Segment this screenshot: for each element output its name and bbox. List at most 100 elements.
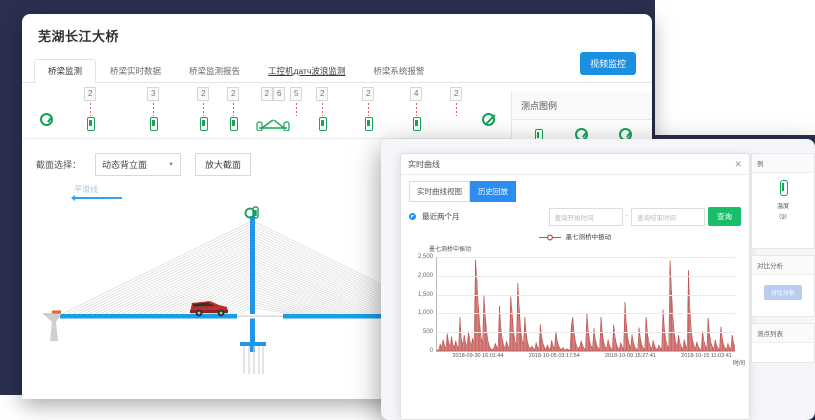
tab-3[interactable]: 工控机датч波浪监测 <box>268 66 346 76</box>
ban-icon <box>482 113 495 129</box>
sensor-leader-line <box>295 103 297 116</box>
sensor-group[interactable]: 2 <box>316 83 329 132</box>
sensor-leader-line <box>321 103 323 116</box>
sensor-group[interactable]: 2 <box>227 83 240 132</box>
end-date-input[interactable]: 查询结束时间 <box>631 207 705 226</box>
sensor-badge: 3 <box>147 87 160 101</box>
compare-card-header: 对比分析 <box>752 256 814 275</box>
bridge-pier-cap <box>240 342 266 346</box>
legend-panel-header: 测点图例 <box>512 92 652 120</box>
sensor-icon <box>316 117 328 132</box>
bridge-piles <box>243 346 264 374</box>
date-range-group: 查询开始时间 - 查询结束时间 查询 <box>548 207 741 226</box>
sensor-group[interactable]: 4 <box>410 83 423 132</box>
y-axis-line <box>436 257 437 351</box>
dialog-header: 实时曲线 ✕ <box>401 154 749 175</box>
dialog-tabs: 实时曲线视图 历史回放 <box>401 175 749 202</box>
tab-4[interactable]: 桥梁系统报警 <box>373 66 425 76</box>
sensor-leader-line <box>367 103 369 116</box>
chart-area: 时间 0 500 1,000 1,500 2,000 2,500 2018-09-30 16… <box>409 253 745 367</box>
sensor-count: （9） <box>775 215 791 221</box>
sensor-group[interactable]: 5 <box>290 83 303 117</box>
point-list-card: 测点列表 <box>751 323 815 363</box>
sensor-badge-row: 2 <box>316 83 329 101</box>
tab-1[interactable]: 桥梁实时数据 <box>110 66 162 76</box>
x-axis-tick: 2018-09-30 16:01:44 <box>452 353 504 359</box>
bridge-section-icon <box>256 119 290 132</box>
zoom-section-button[interactable]: 放大截面 <box>195 153 252 176</box>
dialog-tab-1[interactable]: 历史回放 <box>470 181 516 202</box>
x-axis-tick: 2018-10-09 15:27:41 <box>604 353 656 359</box>
y-axis-tick: 2,000 <box>417 272 433 279</box>
close-icon[interactable]: ✕ <box>734 158 742 169</box>
compare-card-body: 对比分析 <box>752 275 814 307</box>
sensor-badge: 4 <box>410 87 423 101</box>
sensor-group[interactable] <box>482 83 495 129</box>
sensor-icon <box>410 117 422 132</box>
sensor-leader-line <box>152 103 154 116</box>
sensor-group[interactable]: 3 <box>147 83 160 132</box>
sensor-badge: 2 <box>197 87 210 101</box>
query-button[interactable]: 查询 <box>708 207 741 226</box>
grid-line <box>436 294 735 296</box>
sensor-leader-line <box>232 103 234 116</box>
chevron-down-icon: ▼ <box>168 161 175 168</box>
gauge-icon <box>40 113 53 129</box>
sensor-group[interactable]: 2 <box>84 83 97 132</box>
chart-plot <box>436 257 735 351</box>
sensor-badge-row: 4 <box>410 83 423 101</box>
main-tabbar: 桥梁监测 桥梁实时数据 桥梁监测报告 工控机датч波浪监测 桥梁系统报警 <box>22 55 652 83</box>
direction-arrow-icon <box>71 195 122 201</box>
section-selector-bar: 截面选择： 动态背立面 ▼ 放大截面 <box>22 139 652 184</box>
badge-spacer <box>482 83 495 97</box>
tab-2[interactable]: 桥梁监测报告 <box>189 66 241 76</box>
badge-spacer <box>40 83 53 97</box>
sensor-icon <box>362 117 374 132</box>
video-monitor-button[interactable]: 视频监控 <box>579 52 636 75</box>
dialog-title: 实时曲线 <box>408 159 440 169</box>
recent-two-months-radio[interactable] <box>409 213 416 220</box>
sensor-badge: 2 <box>450 87 463 101</box>
sensor-badge-row: 2 <box>197 83 210 101</box>
tab-0[interactable]: 桥梁监测 <box>34 59 97 83</box>
leader-spacer <box>40 97 53 113</box>
sensor-group[interactable]: 2 <box>197 83 210 132</box>
sensor-group[interactable] <box>40 83 53 129</box>
x-axis-tick: 2018-10-05 03:17:54 <box>528 353 580 359</box>
leader-spacer <box>256 101 290 117</box>
sensor-leader-line <box>415 103 417 116</box>
smooth-line-label: 平滑线 <box>74 185 98 194</box>
sensor-icon <box>227 117 239 132</box>
grid-line <box>436 275 735 277</box>
bridge-deck <box>60 314 400 319</box>
legend-card-header: 例 <box>752 154 814 173</box>
sensor-badge: 5 <box>290 87 303 101</box>
y-axis-tick: 1,500 <box>417 291 433 298</box>
page-title: 芜湖长江大桥 <box>38 29 120 44</box>
x-axis-tick: 2018-10-15 11:03:41 <box>681 353 732 359</box>
grid-line <box>436 257 735 258</box>
section-select[interactable]: 动态背立面 ▼ <box>95 153 182 176</box>
compare-analysis-button[interactable]: 对比分析 <box>763 285 802 300</box>
realtime-curve-window: 实时曲线 ✕ 实时曲线视图 历史回放 最近两个月 查询开始时间 - 查询结束时间 … <box>381 139 815 420</box>
sensor-group[interactable]: 2 <box>362 83 375 132</box>
realtime-curve-dialog: 实时曲线 ✕ 实时曲线视图 历史回放 最近两个月 查询开始时间 - 查询结束时间 … <box>400 153 750 420</box>
sensor-badge-row: 2 <box>84 83 97 101</box>
dialog-tab-0[interactable]: 实时曲线视图 <box>409 181 470 202</box>
legend-card-body: 温度 （9） <box>752 173 814 228</box>
leader-spacer <box>482 97 495 113</box>
sensor-badge: 2 <box>362 87 375 101</box>
sensor-group[interactable]: 2 <box>450 83 463 117</box>
start-date-input[interactable]: 查询开始时间 <box>548 207 623 226</box>
legend-item-list <box>512 120 652 162</box>
sensor-leader-line <box>202 103 204 116</box>
temperature-sensor-icon <box>779 180 788 196</box>
y-axis-tick: 2,500 <box>417 254 433 260</box>
sensor-icon <box>147 117 159 132</box>
chart-legend[interactable]: 墨七测桥中振动 <box>401 229 749 241</box>
vehicle-icon <box>190 301 228 317</box>
sensor-icon <box>84 117 96 132</box>
x-axis-label: 时间 <box>732 361 745 367</box>
